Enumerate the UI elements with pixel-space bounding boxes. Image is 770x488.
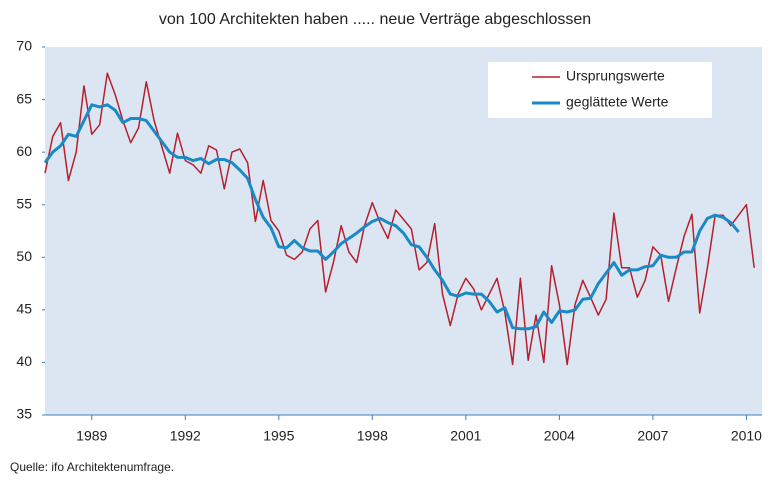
y-tick-label: 60	[16, 143, 32, 159]
legend-label: geglättete Werte	[566, 94, 669, 110]
y-tick-label: 35	[16, 406, 32, 422]
y-tick-label: 70	[16, 38, 32, 54]
x-tick-label: 1992	[170, 428, 201, 444]
source-note: Quelle: ifo Architektenumfrage.	[10, 460, 174, 474]
x-tick-label: 2004	[544, 428, 575, 444]
y-tick-label: 45	[16, 301, 32, 317]
legend-box	[488, 62, 712, 118]
x-tick-label: 1989	[76, 428, 107, 444]
legend-label: Ursprungswerte	[566, 68, 665, 84]
x-tick-label: 2001	[450, 428, 481, 444]
x-tick-label: 2010	[731, 428, 762, 444]
y-tick-label: 50	[16, 248, 32, 264]
x-tick-label: 2007	[637, 428, 668, 444]
series-line	[43, 103, 740, 331]
y-tick-label: 55	[16, 195, 32, 211]
y-tick-label: 65	[16, 90, 32, 106]
x-tick-label: 1998	[357, 428, 388, 444]
x-tick-label: 1995	[263, 428, 294, 444]
chart-title: von 100 Architekten haben ..... neue Ver…	[159, 11, 591, 28]
y-tick-label: 40	[16, 353, 32, 369]
series-line	[44, 72, 755, 366]
